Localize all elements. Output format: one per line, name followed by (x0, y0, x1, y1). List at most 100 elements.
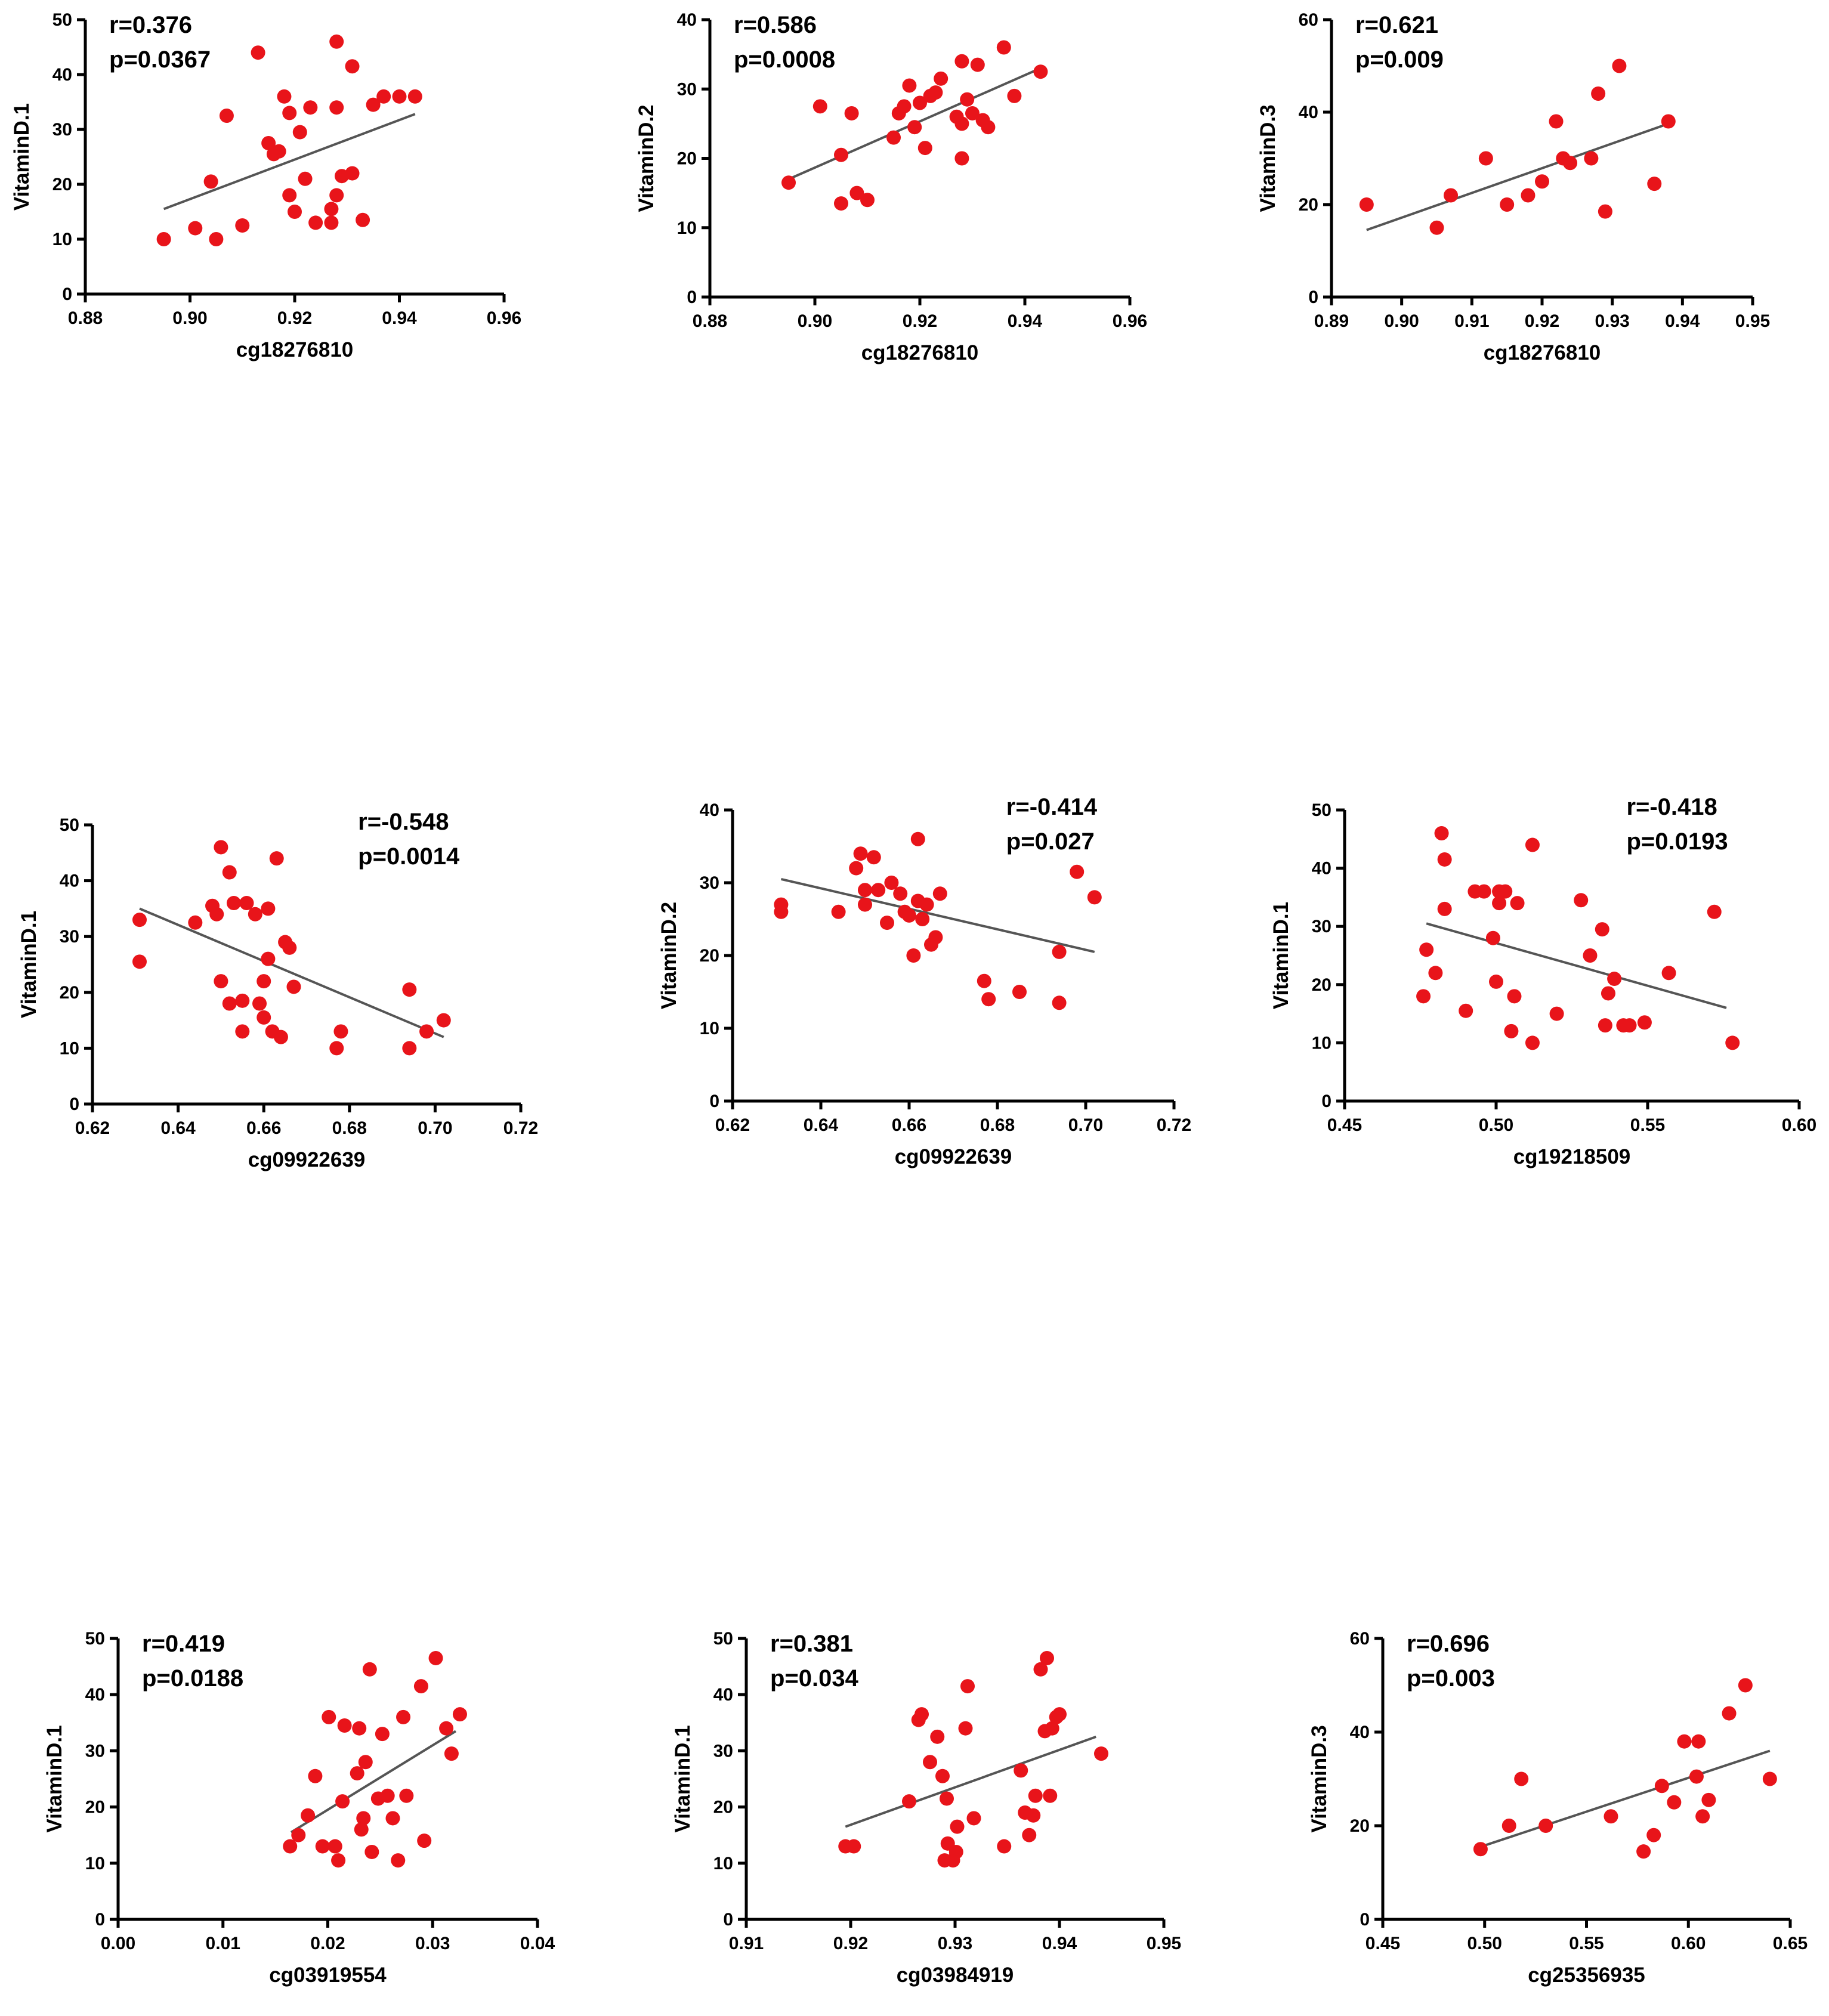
p-value-label: p=0.0367 (109, 47, 211, 73)
y-tick-label: 30 (713, 1741, 733, 1761)
data-point (928, 930, 943, 945)
y-tick-label: 20 (677, 149, 697, 169)
y-tick-label: 10 (85, 1854, 105, 1873)
x-axis-title: cg09922639 (248, 1148, 366, 1171)
data-point (345, 166, 360, 181)
data-point (1622, 1018, 1637, 1033)
data-point (1722, 1706, 1737, 1721)
x-tick-label: 0.96 (487, 308, 521, 328)
data-point (235, 218, 250, 233)
y-tick-label: 10 (1312, 1033, 1331, 1053)
data-point (1501, 1819, 1516, 1833)
y-tick-label: 0 (1321, 1092, 1331, 1111)
data-point (932, 886, 947, 901)
data-point (981, 120, 996, 135)
data-point (1428, 966, 1443, 981)
correlation-r-label: r=0.376 (109, 12, 192, 38)
data-point (209, 907, 224, 922)
data-point (364, 1844, 379, 1859)
data-point (1549, 114, 1564, 129)
data-point (902, 908, 916, 923)
data-point (1478, 151, 1493, 166)
x-tick-label: 0.92 (1525, 311, 1559, 331)
y-tick-label: 20 (85, 1798, 105, 1817)
x-tick-label: 0.72 (1157, 1115, 1191, 1135)
x-tick-label: 0.91 (1454, 311, 1489, 331)
data-point (1612, 58, 1627, 73)
y-tick-label: 20 (700, 946, 719, 966)
x-tick-label: 0.65 (1773, 1934, 1808, 1953)
data-point (1583, 948, 1598, 963)
data-point (940, 1791, 954, 1806)
data-point (261, 136, 276, 150)
data-point (1667, 1795, 1682, 1810)
data-point (1661, 114, 1676, 129)
data-point (417, 1833, 432, 1848)
x-tick-label: 0.64 (160, 1118, 196, 1138)
correlation-r-label: r=-0.418 (1626, 794, 1717, 820)
data-point (1654, 1779, 1669, 1794)
data-point (1707, 904, 1722, 919)
data-point (1677, 1734, 1692, 1749)
data-point (354, 1822, 369, 1837)
data-point (902, 1794, 916, 1809)
data-point (966, 1811, 981, 1826)
correlation-r-label: r=0.419 (142, 1631, 225, 1657)
data-point (1014, 1763, 1028, 1778)
y-tick-label: 10 (52, 230, 72, 249)
x-axis-title: cg18276810 (236, 338, 354, 361)
y-tick-label: 40 (1299, 103, 1318, 122)
data-point (812, 99, 827, 114)
data-point (235, 1024, 250, 1039)
y-tick-label: 40 (60, 871, 79, 891)
y-tick-label: 20 (52, 175, 72, 194)
data-point (906, 948, 921, 963)
p-value-label: p=0.0008 (734, 47, 835, 73)
data-point (203, 174, 218, 189)
data-point (362, 1662, 377, 1677)
y-tick-label: 40 (52, 65, 72, 85)
y-axis-title: VitaminD.2 (635, 104, 658, 212)
data-point (914, 1707, 929, 1722)
x-tick-label: 0.45 (1365, 1934, 1400, 1953)
y-tick-label: 50 (1312, 800, 1331, 820)
data-point (291, 1828, 306, 1842)
data-point (1473, 1842, 1488, 1857)
y-tick-label: 30 (60, 927, 79, 947)
x-axis-title: cg25356935 (1528, 1964, 1645, 1987)
y-axis-title: VitaminD.1 (671, 1725, 694, 1832)
y-tick-label: 50 (60, 815, 79, 835)
data-point (1033, 64, 1048, 79)
x-axis-title: cg03984919 (897, 1964, 1014, 1987)
data-point (834, 196, 848, 211)
data-point (277, 89, 292, 104)
x-tick-label: 0.68 (332, 1118, 367, 1138)
y-tick-label: 20 (1350, 1816, 1370, 1836)
y-tick-label: 10 (713, 1854, 733, 1873)
regression-line (163, 113, 416, 211)
y-tick-label: 0 (69, 1094, 79, 1114)
data-point (269, 851, 284, 866)
y-tick-label: 10 (60, 1038, 79, 1058)
y-tick-label: 10 (700, 1019, 719, 1038)
data-point (222, 865, 237, 880)
data-point (1007, 88, 1022, 103)
y-tick-label: 20 (1312, 975, 1331, 995)
y-tick-label: 30 (700, 873, 719, 893)
data-point (419, 1024, 434, 1039)
y-tick-label: 50 (713, 1629, 733, 1649)
y-tick-label: 30 (677, 79, 697, 99)
y-tick-label: 0 (95, 1910, 105, 1930)
regression-line (845, 1735, 1096, 1828)
y-tick-label: 0 (723, 1910, 733, 1930)
data-point (257, 974, 271, 989)
data-point (407, 89, 422, 104)
y-axis-title: VitaminD.1 (43, 1725, 66, 1832)
data-point (1604, 1809, 1618, 1824)
x-tick-label: 0.64 (804, 1115, 839, 1135)
data-point (444, 1746, 459, 1761)
regression-line (780, 877, 1095, 953)
data-point (844, 106, 859, 120)
x-tick-label: 0.72 (503, 1118, 538, 1138)
data-point (950, 1819, 965, 1834)
